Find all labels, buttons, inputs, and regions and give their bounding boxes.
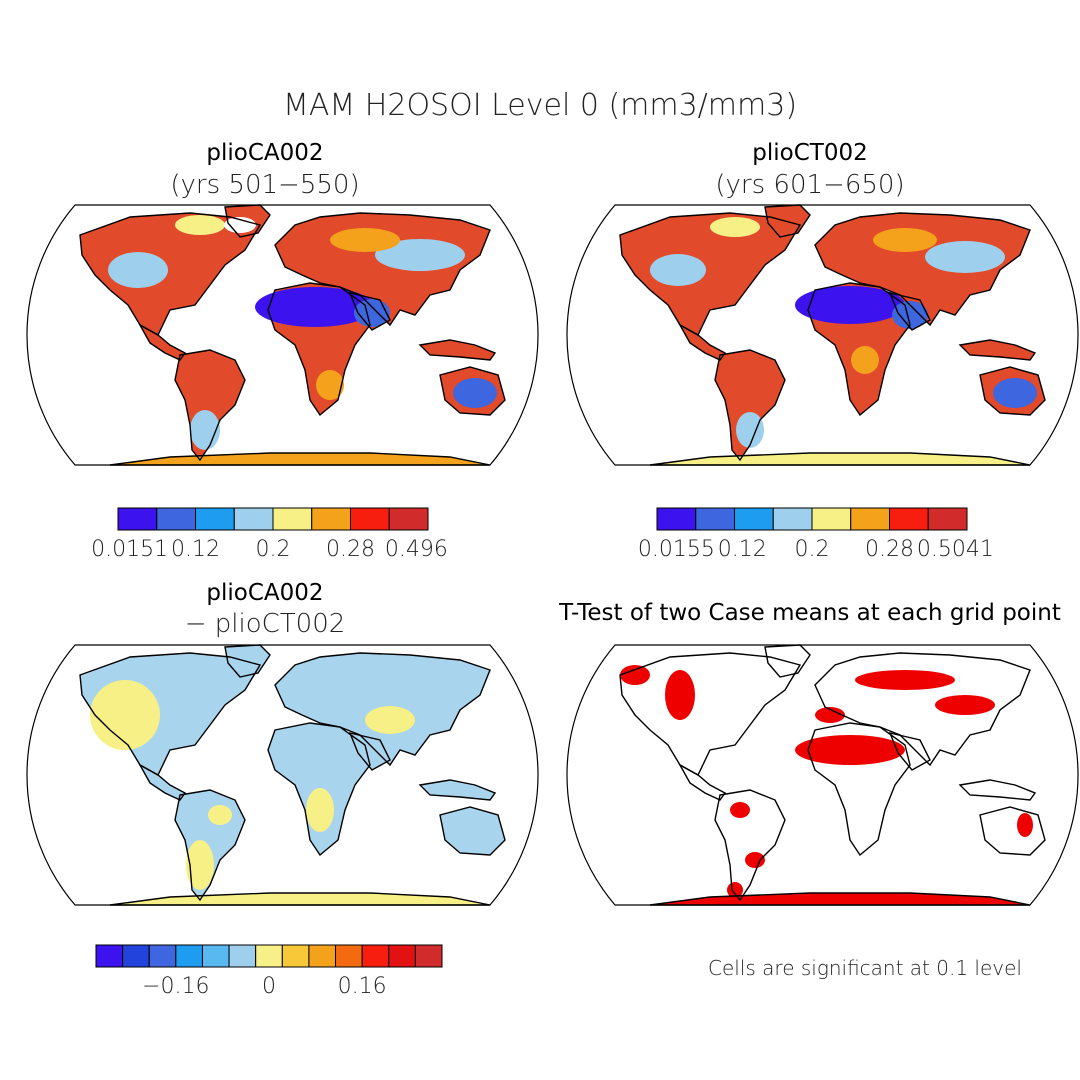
panel-subtitle: (yrs 601−650) <box>715 170 904 200</box>
colorbar-label: 0.5041 <box>917 537 994 562</box>
colorbar-label: 0 <box>262 974 276 999</box>
colorbar-swatch <box>889 507 929 531</box>
colorbar-swatch <box>656 507 697 531</box>
colorbar-swatch <box>201 944 230 968</box>
colorbar-swatch <box>308 944 337 968</box>
panel-footnote: Cells are significant at 0.1 level <box>708 956 1022 980</box>
colorbar-label: 0.16 <box>338 974 387 999</box>
panel-ttest: T-Test of two Case means at each grid po… <box>558 600 1079 980</box>
panel-title: plioCA002 <box>206 140 323 166</box>
map-case1 <box>26 204 539 466</box>
map-frame <box>566 204 1079 466</box>
map-frame <box>26 204 539 466</box>
colorbar-label: 0.2 <box>256 537 291 562</box>
colorbar-swatch <box>311 507 351 531</box>
colorbar-swatch <box>95 944 124 968</box>
colorbar-swatch <box>361 944 390 968</box>
colorbar-swatch <box>811 507 852 531</box>
colorbar-swatch <box>734 507 774 531</box>
colorbar-label: 0.2 <box>795 537 830 562</box>
panel-diff: plioCA002 − plioCT002 −0.16 0 0.16 <box>26 580 539 999</box>
colorbar-swatch <box>414 944 443 968</box>
panel-title: plioCT002 <box>752 140 867 166</box>
colorbar-swatch <box>175 944 203 968</box>
panel-subtitle: − plioCT002 <box>185 609 346 639</box>
colorbar-swatch <box>122 944 150 968</box>
colorbar-swatch <box>156 507 196 531</box>
panel-title: T-Test of two Case means at each grid po… <box>558 600 1061 626</box>
colorbar-label: 0.28 <box>865 537 914 562</box>
colorbar-swatch <box>281 944 310 968</box>
map-diff <box>26 644 539 906</box>
colorbar-swatch <box>228 944 257 968</box>
map-case2 <box>566 204 1079 466</box>
colorbar-swatch <box>335 944 363 968</box>
panel-case2: plioCT002 (yrs 601−650) <box>566 140 1079 562</box>
map-ttest <box>566 644 1079 906</box>
colorbar-swatch <box>148 944 177 968</box>
colorbar-swatch <box>233 507 274 531</box>
colorbar-label: 0.28 <box>326 537 375 562</box>
colorbar-case2: 0.0155 0.12 0.2 0.28 0.5041 <box>638 507 994 562</box>
colorbar-label: 0.0151 <box>91 537 168 562</box>
colorbar-swatch <box>695 507 735 531</box>
colorbar-swatch <box>850 507 890 531</box>
map-frame <box>26 644 539 906</box>
colorbar-label: 0.12 <box>171 537 220 562</box>
colorbar-diff: −0.16 0 0.16 <box>95 944 443 999</box>
colorbar-swatch <box>388 507 429 531</box>
colorbar-swatch <box>388 944 416 968</box>
colorbar-case1: 0.0151 0.12 0.2 0.28 0.496 <box>91 507 448 562</box>
colorbar-label: −0.16 <box>142 974 209 999</box>
colorbar-label: 0.496 <box>385 537 448 562</box>
colorbar-swatch <box>772 507 813 531</box>
panel-title: plioCA002 <box>206 580 323 606</box>
panel-subtitle: (yrs 501−550) <box>170 170 359 200</box>
colorbar-swatch <box>272 507 313 531</box>
colorbar-swatch <box>350 507 390 531</box>
panel-case1: plioCA002 (yrs 501−550) <box>26 140 539 562</box>
map-frame <box>566 644 1079 906</box>
colorbar-swatch <box>195 507 235 531</box>
colorbar-swatch <box>117 507 158 531</box>
figure-title: MAM H2OSOI Level 0 (mm3/mm3) <box>283 88 797 123</box>
colorbar-swatch <box>927 507 968 531</box>
colorbar-label: 0.0155 <box>638 537 715 562</box>
colorbar-swatch <box>255 944 283 968</box>
colorbar-label: 0.12 <box>718 537 767 562</box>
